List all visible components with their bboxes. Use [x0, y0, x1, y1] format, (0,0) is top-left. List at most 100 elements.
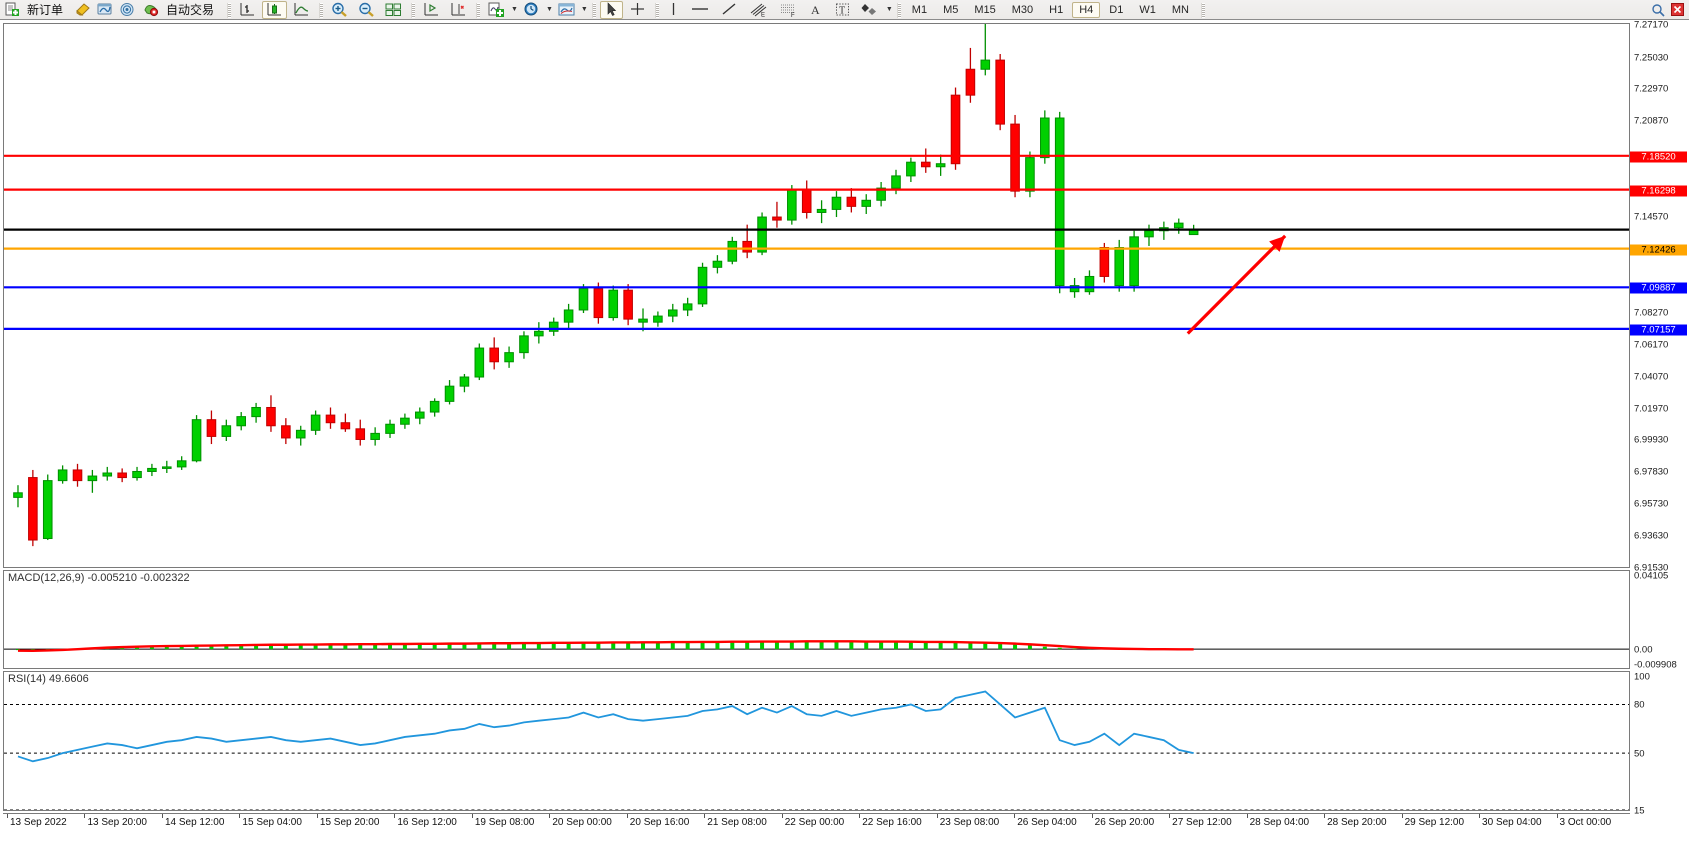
new-order-label: 新订单	[27, 3, 64, 17]
horizontal-line-icon[interactable]	[686, 1, 714, 19]
time-label: 27 Sep 12:00	[1172, 817, 1232, 828]
price-label-7.07157: 7.07157	[1630, 324, 1687, 336]
trendline-icon[interactable]	[716, 1, 742, 19]
price-tick-6.91530: 6.91530	[1634, 562, 1669, 574]
zoom-in-icon[interactable]	[327, 1, 352, 19]
tile-windows-icon[interactable]	[381, 1, 406, 19]
rsi-tick-80: 80	[1634, 699, 1645, 711]
auto-scroll-icon[interactable]	[446, 1, 471, 19]
macd-axis[interactable]: 0.04105 0.00 -0.009908	[1630, 570, 1689, 671]
chevron-down-icon[interactable]: ▼	[580, 6, 588, 13]
price-levels	[4, 154, 1629, 331]
rsi-tick-50: 50	[1634, 748, 1645, 760]
expert-advisor-icon[interactable]	[72, 2, 94, 17]
timeframe-mn[interactable]: MN	[1171, 3, 1189, 16]
price-candles	[13, 24, 1199, 547]
price-tick-6.97830: 6.97830	[1634, 466, 1669, 478]
time-label: 26 Sep 04:00	[1017, 817, 1077, 828]
time-tick	[394, 814, 396, 818]
time-tick	[1324, 814, 1326, 818]
price-tick-7.25030: 7.25030	[1634, 52, 1669, 64]
price-pane[interactable]	[3, 23, 1630, 568]
text-icon[interactable]: A	[804, 1, 828, 19]
templates-icon[interactable]	[554, 1, 579, 19]
macd-plot	[4, 640, 1629, 653]
zoom-out-icon[interactable]	[354, 1, 379, 19]
price-label-7.09887: 7.09887	[1630, 282, 1687, 294]
time-label: 22 Sep 16:00	[862, 817, 922, 828]
macd-tick-0.00: 0.00	[1634, 644, 1653, 656]
time-tick	[471, 814, 473, 818]
label-icon[interactable]: T	[830, 1, 855, 19]
auto-trading-icon	[144, 5, 159, 17]
chart-shift-icon[interactable]	[419, 1, 444, 19]
time-tick	[781, 814, 783, 818]
time-label: 30 Sep 04:00	[1482, 817, 1542, 828]
timeframe-m5[interactable]: M5	[943, 3, 959, 16]
time-label: 15 Sep 04:00	[242, 817, 302, 828]
price-tick-7.01970: 7.01970	[1634, 403, 1669, 415]
trend-arrow-annotation[interactable]	[4, 24, 1629, 567]
toolbar-separator	[895, 2, 902, 18]
shapes-icon[interactable]	[857, 1, 884, 19]
new-order-button[interactable]: 新订单	[1, 1, 71, 19]
time-tick	[1556, 814, 1558, 818]
cursor-icon[interactable]	[599, 0, 623, 19]
rsi-label: RSI(14) 49.6606	[8, 673, 89, 685]
toolbar-separator	[474, 2, 481, 18]
time-label: 13 Sep 2022	[10, 817, 67, 828]
timeframe-w1[interactable]: W1	[1139, 3, 1156, 16]
auto-trading-label: 自动交易	[166, 3, 215, 17]
timeframe-h1[interactable]: H1	[1049, 3, 1064, 16]
auto-trading-button[interactable]: 自动交易	[139, 1, 222, 19]
timeframe-m30[interactable]: M30	[1011, 3, 1034, 16]
price-tick-6.95730: 6.95730	[1634, 498, 1669, 510]
toolbar-separator	[317, 2, 324, 18]
price-tick-6.99930: 6.99930	[1634, 434, 1669, 446]
vertical-line-icon[interactable]	[663, 1, 684, 19]
period-icon[interactable]	[519, 1, 544, 19]
timeframe-h4[interactable]: H4	[1072, 1, 1101, 18]
time-label: 29 Sep 12:00	[1404, 817, 1465, 828]
timeframe-m15[interactable]: M15	[974, 3, 996, 16]
close-icon[interactable]	[1669, 3, 1689, 16]
time-label: 13 Sep 20:00	[87, 817, 147, 828]
macd-tick--0.009908: -0.009908	[1634, 659, 1677, 671]
indicators-icon[interactable]	[484, 1, 509, 19]
time-tick	[936, 814, 938, 818]
chevron-down-icon[interactable]: ▼	[545, 6, 553, 13]
time-tick	[1479, 814, 1481, 818]
chevron-down-icon[interactable]: ▼	[885, 6, 893, 13]
price-tick-7.22970: 7.22970	[1634, 83, 1669, 95]
bar-chart-icon[interactable]	[235, 1, 260, 19]
time-tick	[1091, 814, 1093, 818]
time-label: 22 Sep 00:00	[784, 817, 845, 828]
crosshair-icon[interactable]	[625, 1, 650, 19]
time-tick	[239, 814, 241, 818]
time-tick	[7, 814, 8, 818]
price-tick-7.04070: 7.04070	[1634, 371, 1669, 383]
chevron-down-icon[interactable]: ▼	[511, 6, 518, 13]
fibonacci-icon[interactable]: F	[774, 1, 802, 19]
time-tick	[859, 814, 861, 818]
timeframe-m1[interactable]: M1	[911, 3, 928, 16]
time-label: 15 Sep 20:00	[319, 817, 380, 828]
time-label: 16 Sep 12:00	[397, 817, 457, 828]
price-label-7.12426: 7.12426	[1630, 244, 1687, 256]
macd-pane[interactable]: MACD(12,26,9) -0.005210 -0.002322	[3, 570, 1630, 669]
time-tick	[704, 814, 706, 818]
search-icon[interactable]	[1647, 3, 1669, 17]
svg-text:T: T	[839, 5, 845, 16]
price-axis[interactable]: 7.27170 7.25030 7.22970 7.20870 7.18520 7.162…	[1630, 20, 1689, 574]
candlestick-chart-icon[interactable]	[262, 0, 288, 19]
price-tick-6.93630: 6.93630	[1634, 530, 1669, 542]
navigator-icon[interactable]	[116, 2, 138, 17]
line-chart-icon[interactable]	[289, 1, 314, 19]
equidistant-channel-icon[interactable]: E	[744, 1, 772, 19]
data-window-icon[interactable]	[94, 2, 116, 17]
timeframe-d1[interactable]: D1	[1109, 3, 1124, 16]
rsi-pane[interactable]: RSI(14) 49.6606	[3, 671, 1630, 811]
time-axis[interactable]: 13 Sep 2022 13 Sep 20:00 14 Sep 12:00 15 Se…	[3, 813, 1630, 833]
time-label: 3 Oct 00:00	[1559, 817, 1612, 828]
rsi-axis[interactable]: 100 80 50 15	[1630, 671, 1689, 816]
